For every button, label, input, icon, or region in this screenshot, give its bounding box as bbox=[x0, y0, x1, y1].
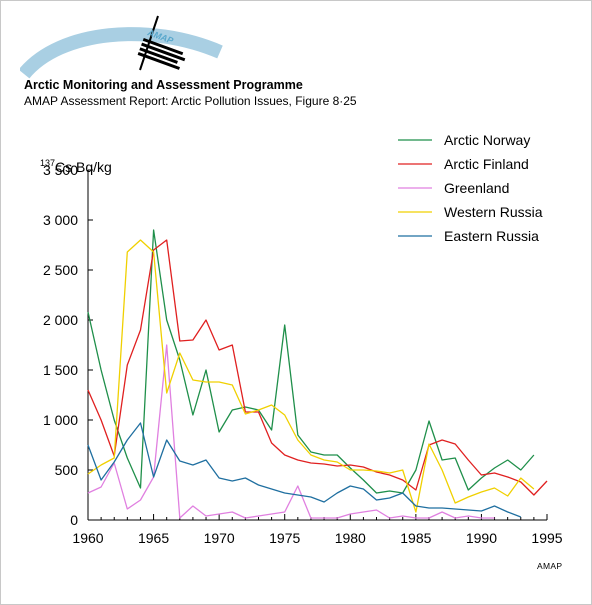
x-tick-label: 1995 bbox=[531, 530, 562, 546]
series-line-arctic-norway bbox=[87, 229, 535, 494]
y-tick-label: 2 000 bbox=[43, 312, 78, 328]
org-title: Arctic Monitoring and Assessment Program… bbox=[24, 78, 303, 92]
series-line-western-russia bbox=[87, 239, 535, 513]
y-axis-label-superscript: 137 bbox=[40, 158, 55, 168]
y-tick-label: 3 000 bbox=[43, 212, 78, 228]
y-tick-label: 500 bbox=[55, 462, 79, 478]
x-tick-label: 1990 bbox=[466, 530, 497, 546]
legend-label: Arctic Norway bbox=[444, 132, 530, 148]
x-tick-label: 1985 bbox=[400, 530, 431, 546]
legend-label: Eastern Russia bbox=[444, 228, 539, 244]
x-tick-label: 1975 bbox=[269, 530, 300, 546]
x-tick-label: 1960 bbox=[72, 530, 103, 546]
series-line-eastern-russia bbox=[87, 422, 522, 518]
chart-axes: 0 500 1 000 1 500 2 000 2 500 3 000 3 500 1960 19… bbox=[43, 162, 563, 546]
legend-label: Western Russia bbox=[444, 204, 543, 220]
series-line-greenland bbox=[87, 344, 495, 519]
y-axis-label: 137Cs Bq/kg bbox=[40, 158, 112, 175]
y-tick-label: 2 500 bbox=[43, 262, 78, 278]
x-tick-label: 1980 bbox=[335, 530, 366, 546]
x-tick-label: 1970 bbox=[204, 530, 235, 546]
y-tick-label: 1 000 bbox=[43, 412, 78, 428]
series-line-arctic-finland bbox=[87, 239, 548, 496]
x-tick-label: 1965 bbox=[138, 530, 169, 546]
y-axis-label-text: Cs Bq/kg bbox=[55, 159, 112, 175]
source-credit: AMAP bbox=[537, 561, 563, 571]
legend-label: Greenland bbox=[444, 180, 509, 196]
y-tick-label: 0 bbox=[70, 512, 78, 528]
chart-series bbox=[87, 229, 548, 519]
report-subtitle: AMAP Assessment Report: Arctic Pollution… bbox=[24, 94, 357, 108]
y-tick-label: 3 500 bbox=[43, 162, 78, 178]
amap-logo: AMAP bbox=[20, 15, 223, 79]
legend-label: Arctic Finland bbox=[444, 156, 529, 172]
chart-legend: Arctic Norway Arctic Finland Greenland West… bbox=[398, 132, 543, 244]
y-tick-label: 1 500 bbox=[43, 362, 78, 378]
